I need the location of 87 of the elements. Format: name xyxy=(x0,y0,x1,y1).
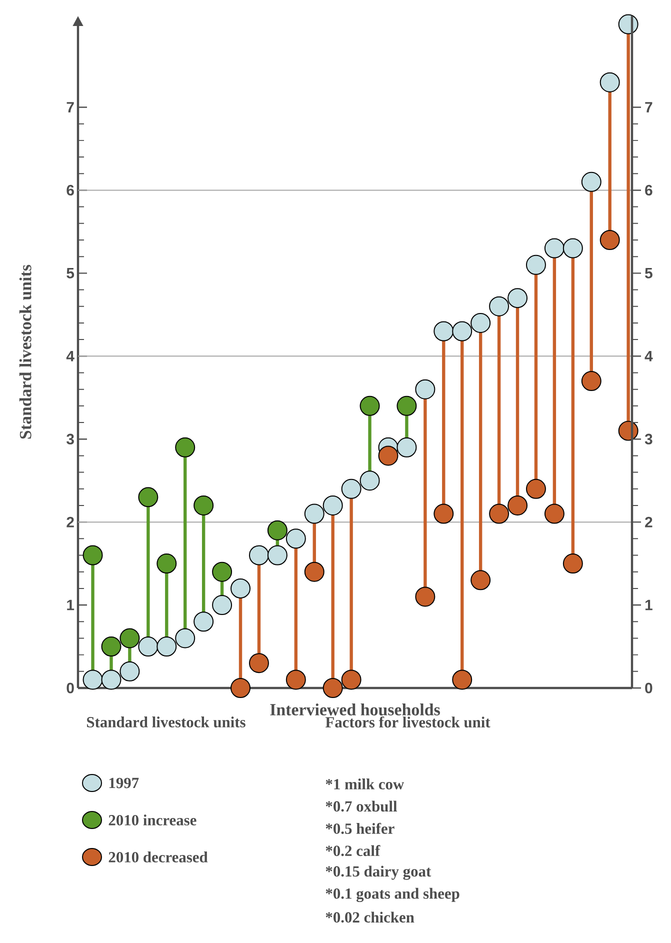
point xyxy=(544,504,564,524)
y-axis-title: Standard livestock units xyxy=(19,264,32,439)
y2-tick-label: 5 xyxy=(644,268,652,278)
point xyxy=(526,478,546,499)
point xyxy=(415,379,436,400)
point xyxy=(194,612,214,632)
point xyxy=(267,520,288,540)
y-tick-label: 0 xyxy=(66,682,74,694)
point xyxy=(230,678,251,698)
text: *0.02 chicken xyxy=(326,912,414,923)
y-tick-label: 5 xyxy=(66,268,74,278)
y2-tick-label: 4 xyxy=(644,351,653,362)
point xyxy=(341,670,362,690)
point xyxy=(508,288,528,308)
legend-label: 2010 increase xyxy=(108,814,196,826)
text: *0.1 goats and sheep xyxy=(326,888,460,902)
text: *0.5 heifer xyxy=(326,822,394,834)
point xyxy=(396,396,417,416)
point xyxy=(526,254,546,275)
legend-label: 1997 xyxy=(109,778,139,788)
point xyxy=(101,636,122,657)
point xyxy=(138,636,158,657)
point xyxy=(489,504,510,524)
point xyxy=(212,562,232,582)
point xyxy=(470,570,491,590)
point xyxy=(600,72,620,92)
point xyxy=(562,554,583,574)
y2-tick-label: 6 xyxy=(645,184,652,196)
point xyxy=(360,470,380,491)
point xyxy=(544,238,564,258)
point xyxy=(452,670,472,690)
y2-tick-label: 0 xyxy=(645,682,652,694)
text: *0.7 oxbull xyxy=(326,800,398,812)
text: *0.2 calf xyxy=(326,845,380,856)
point xyxy=(360,396,380,416)
point xyxy=(508,495,528,516)
point xyxy=(434,321,454,342)
point xyxy=(434,504,454,524)
point xyxy=(120,661,140,682)
point xyxy=(212,595,232,616)
y-tick-label: 4 xyxy=(66,351,74,362)
point xyxy=(396,437,417,458)
y-tick-label: 1 xyxy=(67,600,74,610)
point xyxy=(175,437,196,458)
point xyxy=(304,504,324,524)
point xyxy=(341,478,362,499)
y2-tick-label: 2 xyxy=(645,516,652,528)
point xyxy=(82,545,103,566)
text: Factors for livestock unit xyxy=(325,716,490,728)
point xyxy=(378,446,398,466)
point xyxy=(600,230,620,250)
point xyxy=(452,321,472,342)
legend-label: 2010 decreased xyxy=(108,852,208,862)
point xyxy=(248,653,269,674)
point xyxy=(470,312,491,333)
x-axis-title: Interviewed households xyxy=(270,704,440,716)
text: *1 milk cow xyxy=(326,778,404,790)
point xyxy=(248,545,269,566)
text: *0.15 dairy goat xyxy=(326,866,432,880)
legend-title: Standard livestock units xyxy=(87,716,246,728)
point xyxy=(581,371,602,392)
point xyxy=(101,670,122,690)
point xyxy=(322,495,343,516)
point xyxy=(156,636,177,657)
point xyxy=(286,670,306,690)
y-tick-label: 2 xyxy=(66,516,74,528)
point xyxy=(322,678,343,698)
point xyxy=(562,238,583,258)
point xyxy=(138,487,158,508)
point xyxy=(120,628,140,648)
y-tick-label: 6 xyxy=(66,184,74,196)
y2-tick-label: 1 xyxy=(645,600,652,610)
point xyxy=(230,578,251,598)
point xyxy=(175,628,196,648)
y2-tick-label: 3 xyxy=(644,434,652,444)
y-tick-label: 3 xyxy=(66,434,74,444)
y2-tick-label: 7 xyxy=(645,102,652,112)
point xyxy=(194,495,214,516)
point xyxy=(581,172,602,192)
point xyxy=(304,562,324,582)
point xyxy=(489,296,510,316)
point xyxy=(156,554,177,574)
point xyxy=(286,528,306,549)
point xyxy=(82,670,103,690)
point xyxy=(267,545,288,566)
y-tick-label: 7 xyxy=(66,102,74,112)
point xyxy=(415,586,436,607)
